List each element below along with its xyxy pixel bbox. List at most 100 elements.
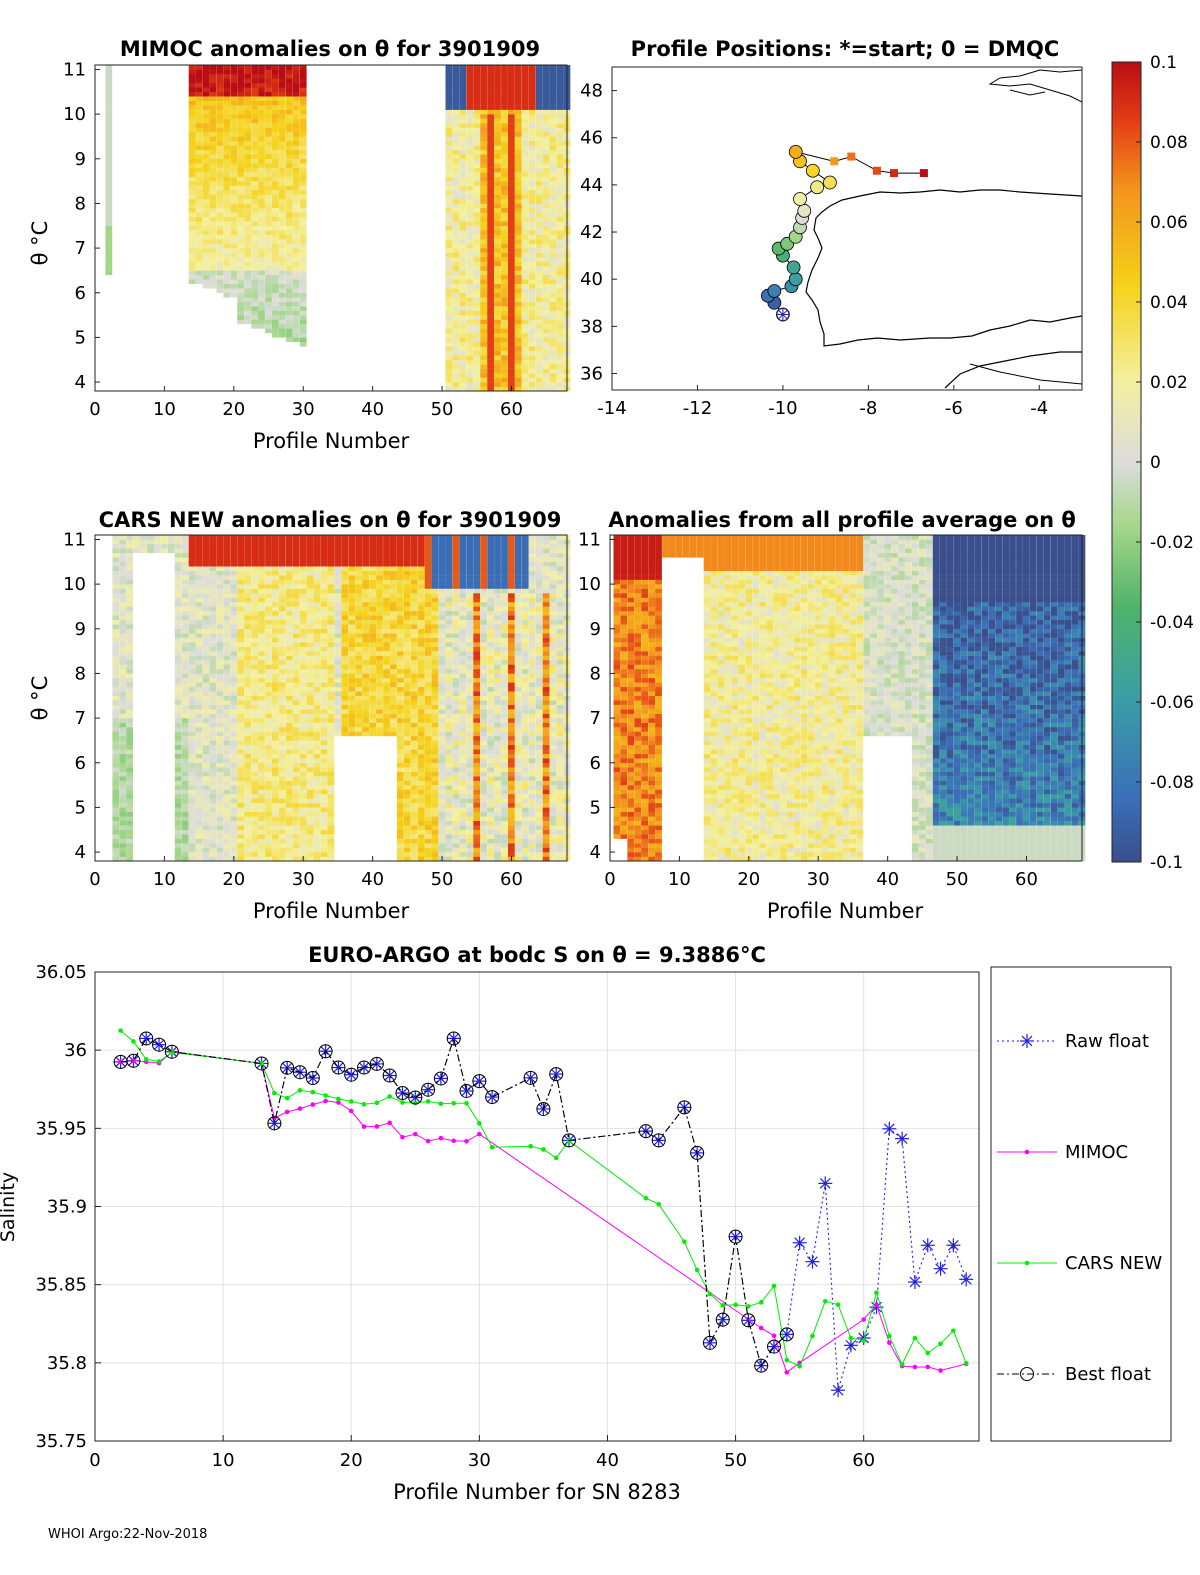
- mimoc-cell: [452, 261, 460, 267]
- mimoc-cell: [292, 194, 300, 200]
- cars-cell: [181, 780, 189, 786]
- mimoc-cell: [549, 297, 557, 302]
- mimoc-cell: [549, 328, 557, 334]
- mimoc-cell: [251, 123, 258, 128]
- mimoc-cell: [265, 65, 272, 70]
- cars-cell: [383, 709, 390, 714]
- mimoc-cell: [251, 73, 258, 79]
- mimoc-cell: [487, 350, 494, 356]
- cars-cell: [126, 700, 133, 705]
- cars-cell: [126, 535, 133, 540]
- cars-cell: [230, 704, 238, 710]
- cars-cell: [244, 798, 251, 804]
- cars-cell: [313, 736, 321, 741]
- mimoc-cell: [466, 216, 474, 222]
- cars-cell: [181, 749, 189, 755]
- cars-cell: [292, 633, 300, 638]
- mimoc-cell: [487, 91, 494, 97]
- cars-cell: [188, 740, 196, 746]
- mimoc-cell: [452, 109, 460, 115]
- mimoc-cell: [202, 145, 210, 151]
- mimoc-cell: [466, 212, 474, 218]
- mimoc-cell: [188, 114, 196, 119]
- cars-cell: [292, 548, 300, 554]
- mimoc-cell: [514, 337, 522, 343]
- mimoc-cell: [445, 96, 453, 101]
- cars-cell: [188, 785, 196, 790]
- cars-cell: [265, 575, 272, 580]
- mimoc-cell: [514, 91, 522, 97]
- mimoc-cell: [223, 190, 231, 195]
- mimoc-cell: [508, 100, 515, 106]
- mimoc-cell: [549, 65, 557, 70]
- cars-cell: [383, 561, 390, 567]
- cars-cell: [258, 669, 265, 674]
- cars-cell: [410, 673, 418, 679]
- mimoc-cell: [278, 194, 286, 200]
- mimoc-cell: [494, 221, 501, 226]
- mimoc-cell: [202, 234, 210, 240]
- mimoc-cell: [556, 127, 564, 133]
- mimoc-cell: [230, 216, 238, 222]
- x-tick-label: 60: [500, 399, 523, 420]
- mimoc-cell: [535, 315, 543, 320]
- cars-cell: [181, 664, 189, 670]
- mimoc-cell: [292, 266, 300, 271]
- mimoc-cell: [223, 136, 231, 142]
- mimoc-cell: [265, 105, 272, 110]
- cars-cell: [285, 651, 293, 656]
- x-tick-label: 40: [361, 399, 384, 420]
- cars-cell: [299, 552, 307, 558]
- cars-cell: [188, 704, 196, 710]
- cars-cell: [299, 731, 307, 737]
- mimoc-cell: [494, 96, 501, 101]
- mimoc-cell: [285, 69, 293, 75]
- mimoc-cell: [452, 328, 460, 334]
- mimoc-cell: [251, 315, 258, 320]
- cars-cell: [119, 628, 127, 634]
- cars-cell: [195, 811, 203, 817]
- mimoc-cell: [480, 212, 487, 218]
- mimoc-cell: [285, 216, 293, 222]
- mimoc-cell: [508, 377, 515, 383]
- cars-cell: [251, 722, 258, 728]
- cars-cell: [244, 691, 251, 696]
- cars-cell: [119, 762, 127, 768]
- cars-cell: [223, 785, 231, 790]
- cars-cell: [278, 655, 286, 661]
- cars-cell: [313, 834, 321, 839]
- mimoc-cell: [237, 243, 245, 249]
- cars-cell: [174, 561, 182, 567]
- mimoc-cell: [508, 288, 515, 293]
- cars-cell: [195, 584, 203, 589]
- cars-cell: [209, 852, 217, 857]
- cars-cell: [272, 664, 279, 670]
- cars-cell: [272, 642, 279, 647]
- cars-cell: [278, 543, 286, 549]
- mimoc-cell: [528, 283, 536, 289]
- cars-cell: [403, 633, 411, 638]
- mimoc-cell: [251, 127, 258, 133]
- mimoc-cell: [230, 109, 238, 115]
- cars-cell: [209, 677, 217, 683]
- mimoc-cell: [521, 350, 529, 356]
- cars-cell: [334, 535, 342, 540]
- mimoc-title: MIMOC anomalies on θ for 3901909: [120, 37, 540, 61]
- cars-cell: [313, 731, 321, 737]
- cars-cell: [209, 785, 217, 790]
- mimoc-cell: [105, 105, 113, 110]
- mimoc-cell: [473, 181, 481, 186]
- cars-cell: [112, 552, 120, 558]
- mimoc-cell: [209, 132, 217, 137]
- cars-cell: [216, 677, 224, 683]
- cars-cell: [362, 713, 369, 719]
- mimoc-cell: [452, 234, 460, 240]
- mimoc-cell: [237, 69, 245, 75]
- mimoc-cell: [292, 185, 300, 191]
- mimoc-cell: [237, 163, 245, 168]
- mimoc-cell: [473, 207, 481, 213]
- cars-cell: [216, 785, 224, 790]
- mimoc-cell: [209, 163, 217, 168]
- mimoc-cell: [514, 136, 522, 142]
- mimoc-cell: [542, 225, 550, 231]
